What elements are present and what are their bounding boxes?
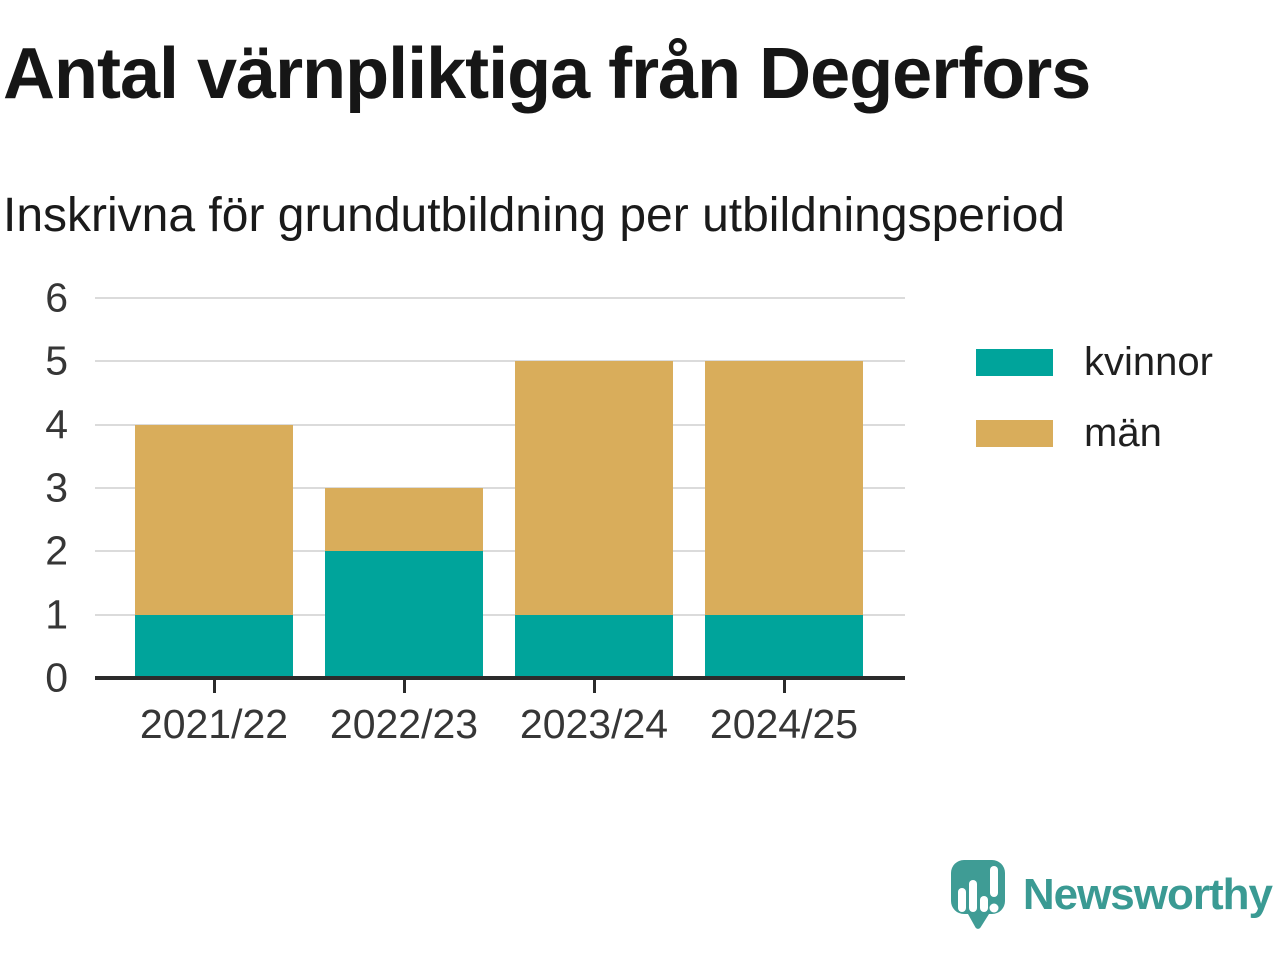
y-tick-label-0: 0 (45, 654, 68, 701)
x-tick-2024/25 (783, 680, 786, 693)
gridline-y4 (95, 423, 905, 426)
bar-segment-män-2021/22 (135, 424, 293, 615)
newsworthy-icon (950, 860, 1005, 929)
x-tick-label-2023/24: 2023/24 (519, 701, 669, 747)
x-tick-label-2022/23: 2022/23 (329, 701, 479, 747)
x-tick-2022/23 (403, 680, 406, 693)
chart-title: Antal värnpliktiga från Degerfors (3, 34, 1091, 114)
chart-subtitle: Inskrivna för grundutbildning per utbild… (3, 189, 1065, 242)
y-tick-label-4: 4 (45, 401, 68, 448)
newsworthy-wordmark: Newsworthy (1022, 870, 1273, 919)
y-tick-label-6: 6 (45, 274, 68, 321)
gridline-y5 (95, 360, 905, 363)
legend-item-män: män (976, 413, 1213, 453)
x-tick-label-2024/25: 2024/25 (709, 701, 859, 747)
bar-segment-kvinnor-2024/25 (705, 614, 863, 678)
bar-segment-män-2023/24 (515, 361, 673, 615)
y-tick-label-1: 1 (45, 591, 68, 638)
y-tick-label-5: 5 (45, 337, 68, 384)
legend-swatch-kvinnor (976, 348, 1053, 376)
legend-item-kvinnor: kvinnor (976, 342, 1213, 382)
bar-segment-kvinnor-2021/22 (135, 614, 293, 678)
bar-segment-män-2022/23 (325, 488, 483, 552)
x-tick-2023/24 (593, 680, 596, 693)
gridline-y2 (95, 550, 905, 553)
legend-label-män: män (1084, 411, 1162, 455)
bar-segment-kvinnor-2022/23 (325, 551, 483, 678)
gridline-y3 (95, 487, 905, 489)
bar-segment-kvinnor-2023/24 (515, 614, 673, 678)
x-tick-2021/22 (213, 680, 216, 693)
x-axis-line (95, 676, 905, 680)
y-tick-label-3: 3 (45, 464, 68, 511)
y-tick-label-2: 2 (45, 527, 68, 574)
legend-label-kvinnor: kvinnor (1084, 340, 1213, 384)
legend-swatch-män (976, 419, 1053, 447)
x-tick-label-2021/22: 2021/22 (139, 701, 289, 747)
gridline-y6 (95, 297, 905, 299)
gridline-y1 (95, 613, 905, 616)
legend: kvinnor män (976, 342, 1213, 484)
bar-segment-män-2024/25 (705, 361, 863, 615)
newsworthy-logo: Newsworthy (950, 860, 1273, 930)
